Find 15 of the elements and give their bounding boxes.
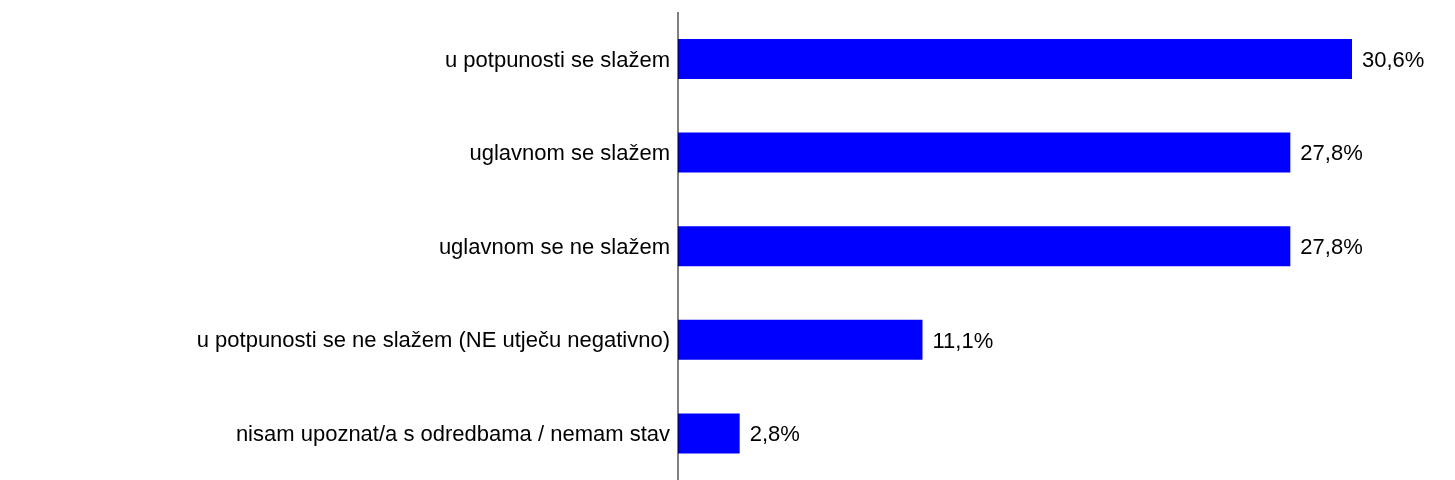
- data-label: 11,1%: [932, 327, 994, 353]
- y-tick-label: u potpunosti se ne slažem (NE utječu negativno): [196, 327, 670, 353]
- y-tick-label: u potpunosti se slažem: [444, 46, 670, 72]
- bar: [678, 39, 1352, 79]
- bar: [678, 132, 1291, 173]
- bar: [678, 413, 740, 454]
- y-tick-label: nisam upoznat/a s odredbama / nemam stav: [235, 421, 670, 447]
- data-label: 27,8%: [1300, 234, 1363, 260]
- y-tick-label: uglavnom se slažem: [469, 140, 670, 166]
- y-tick-label: uglavnom se ne slažem: [438, 233, 670, 259]
- data-label: 30,6%: [1362, 46, 1425, 72]
- bar: [678, 319, 923, 360]
- data-label: 27,8%: [1300, 140, 1363, 166]
- data-label: 2,8%: [749, 421, 800, 447]
- bar: [678, 226, 1291, 267]
